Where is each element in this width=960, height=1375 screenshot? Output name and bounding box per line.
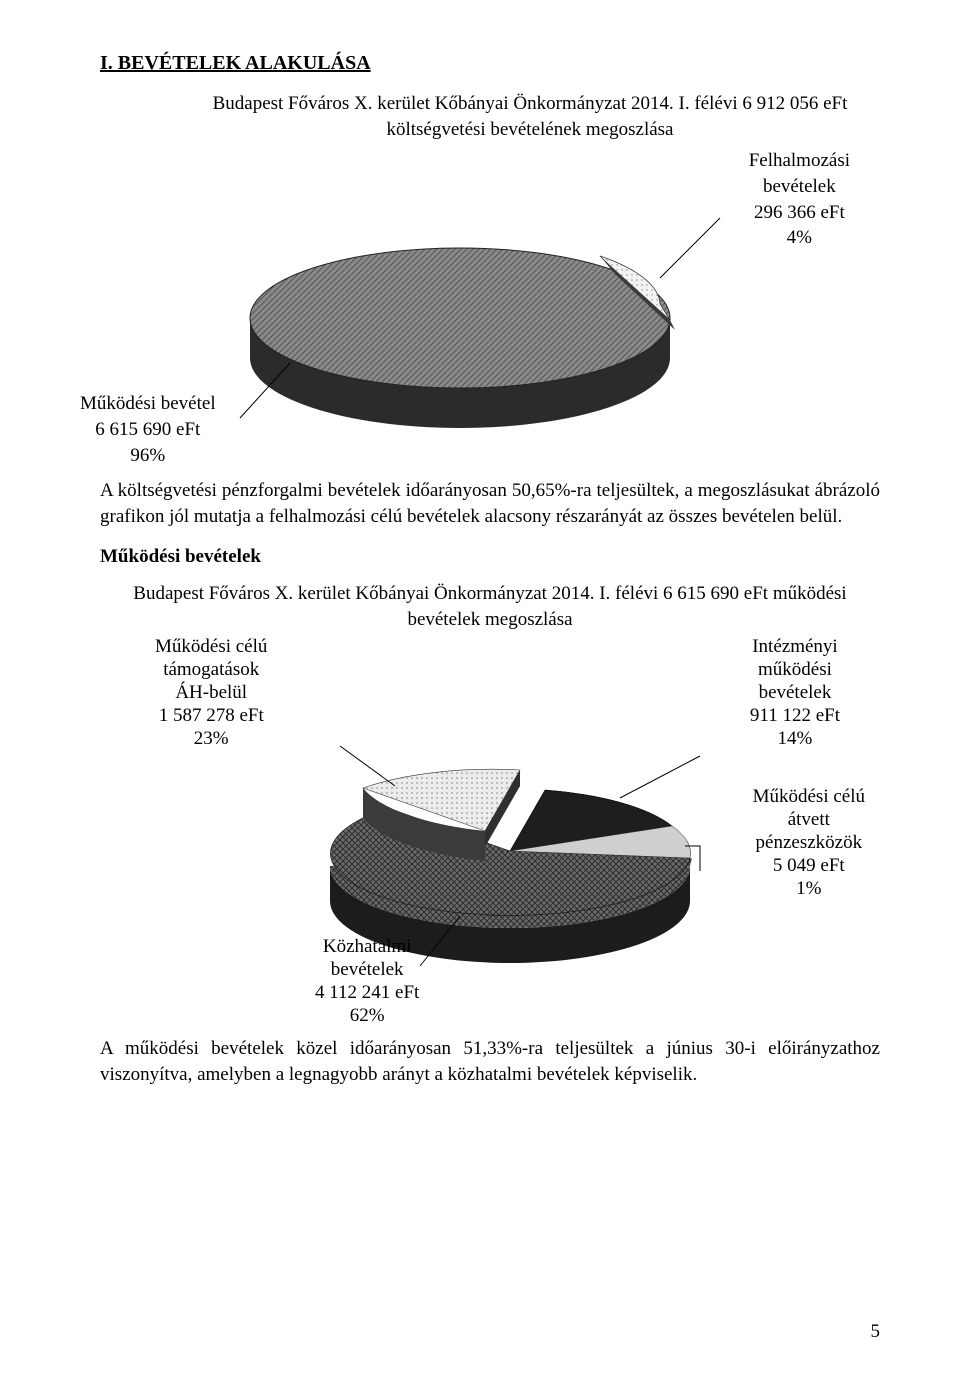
chart1-label-line: Felhalmozási	[749, 148, 850, 174]
chart1-label-mukodesi: Működési bevétel 6 615 690 eFt 96%	[80, 391, 216, 468]
chart2-label-line: 23%	[155, 728, 267, 751]
chart1: Felhalmozási bevételek 296 366 eFt 4% Mű…	[100, 148, 880, 468]
chart2-label-line: Intézményi	[750, 636, 840, 659]
chart2-label-line: 14%	[750, 728, 840, 751]
chart1-label-line: 296 366 eFt	[749, 200, 850, 226]
chart2-label-line: ÁH-belül	[155, 682, 267, 705]
chart2-label-line: átvett	[753, 809, 865, 832]
chart2-label-line: 1%	[753, 878, 865, 901]
chart2-label-line: bevételek	[315, 959, 419, 982]
chart2-label-line: pénzeszközök	[753, 832, 865, 855]
chart2-label-atvett: Működési célú átvett pénzeszközök 5 049 …	[753, 786, 865, 900]
chart1-label-line: 96%	[80, 443, 216, 469]
chart2-label-line: 911 122 eFt	[750, 705, 840, 728]
chart1-title: Budapest Főváros X. kerület Kőbányai Önk…	[180, 91, 880, 142]
paragraph-1: A költségvetési pénzforgalmi bevételek i…	[100, 478, 880, 529]
chart2-label-line: 62%	[315, 1005, 419, 1028]
chart2-title: Budapest Főváros X. kerület Kőbányai Önk…	[100, 581, 880, 632]
subsection-heading: Működési bevételek	[100, 544, 880, 570]
chart2-label-kozhatalmi: Közhatalmi bevételek 4 112 241 eFt 62%	[315, 936, 419, 1027]
chart2-label-line: Közhatalmi	[315, 936, 419, 959]
chart1-label-line: Működési bevétel	[80, 391, 216, 417]
chart2-label-line: működési	[750, 659, 840, 682]
chart2: Működési célú támogatások ÁH-belül 1 587…	[100, 636, 880, 1026]
chart2-label-line: bevételek	[750, 682, 840, 705]
chart2-label-line: Működési célú	[753, 786, 865, 809]
page-number: 5	[871, 1319, 881, 1345]
section-heading: I. BEVÉTELEK ALAKULÁSA	[100, 50, 880, 77]
chart2-label-line: 1 587 278 eFt	[155, 705, 267, 728]
chart1-label-line: 4%	[749, 225, 850, 251]
chart1-label-felhalmozasi: Felhalmozási bevételek 296 366 eFt 4%	[749, 148, 850, 251]
chart2-label-line: támogatások	[155, 659, 267, 682]
chart1-label-line: bevételek	[749, 174, 850, 200]
chart1-label-line: 6 615 690 eFt	[80, 417, 216, 443]
chart2-label-line: Működési célú	[155, 636, 267, 659]
paragraph-2: A működési bevételek közel időarányosan …	[100, 1036, 880, 1087]
chart2-label-line: 4 112 241 eFt	[315, 982, 419, 1005]
chart2-label-intezmenyi: Intézményi működési bevételek 911 122 eF…	[750, 636, 840, 750]
chart2-label-line: 5 049 eFt	[753, 855, 865, 878]
chart2-label-tamogatasok: Működési célú támogatások ÁH-belül 1 587…	[155, 636, 267, 750]
